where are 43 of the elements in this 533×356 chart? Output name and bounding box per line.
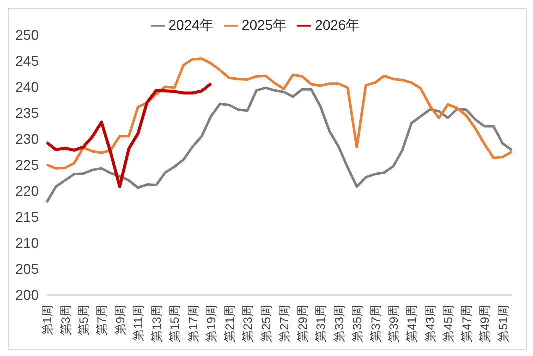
line-series [46, 86, 514, 204]
x-tick-label: 第11周 [132, 305, 146, 342]
x-tick-label: 第5周 [76, 305, 91, 336]
x-tick-label: 第19周 [204, 305, 219, 342]
x-tick-label: 第23周 [241, 305, 256, 342]
x-tick-label: 第3周 [58, 305, 73, 336]
x-tick-label: 第13周 [150, 305, 164, 342]
line-series [46, 58, 514, 170]
y-tick-label: 240 [16, 78, 40, 95]
x-tick-label: 第41周 [405, 305, 420, 342]
x-tick-label: 第45周 [442, 305, 456, 342]
x-tick-label: 第17周 [186, 305, 200, 342]
x-tick-label: 第43周 [423, 305, 438, 342]
x-tick-label: 第29周 [296, 305, 310, 342]
x-tick-label: 第15周 [168, 305, 182, 342]
x-tick-label: 第9周 [113, 305, 128, 336]
x-tick-label: 第25周 [259, 305, 274, 342]
y-tick-label: 220 [16, 182, 40, 199]
y-tick-label: 235 [16, 104, 40, 121]
x-tick-label: 第7周 [95, 305, 110, 336]
x-tick-label: 第51周 [496, 305, 510, 342]
x-tick-label: 第39周 [386, 305, 401, 342]
y-tick-label: 215 [16, 208, 40, 225]
legend-label: 2026年 [315, 17, 360, 33]
x-tick-label: 第21周 [222, 305, 237, 342]
y-tick-label: 200 [16, 286, 40, 303]
x-tick-label: 第49周 [478, 305, 492, 342]
legend-label: 2024年 [168, 17, 214, 33]
x-tick-label: 第47周 [460, 305, 474, 342]
x-tick-label: 第33周 [332, 305, 346, 342]
y-tick-label: 250 [16, 26, 40, 43]
x-tick-label: 第37周 [368, 305, 383, 342]
y-tick-label: 205 [16, 260, 40, 277]
x-tick-label: 第35周 [350, 305, 365, 342]
y-tick-label: 210 [16, 234, 40, 251]
legend-label: 2025年 [242, 17, 288, 33]
x-tick-label: 第31周 [314, 305, 328, 342]
line-series [46, 82, 213, 188]
y-tick-label: 230 [16, 130, 40, 147]
x-tick-label: 第27周 [278, 305, 292, 342]
x-tick-label: 第1周 [40, 305, 55, 336]
y-tick-label: 225 [16, 156, 40, 173]
y-tick-label: 245 [16, 52, 40, 69]
